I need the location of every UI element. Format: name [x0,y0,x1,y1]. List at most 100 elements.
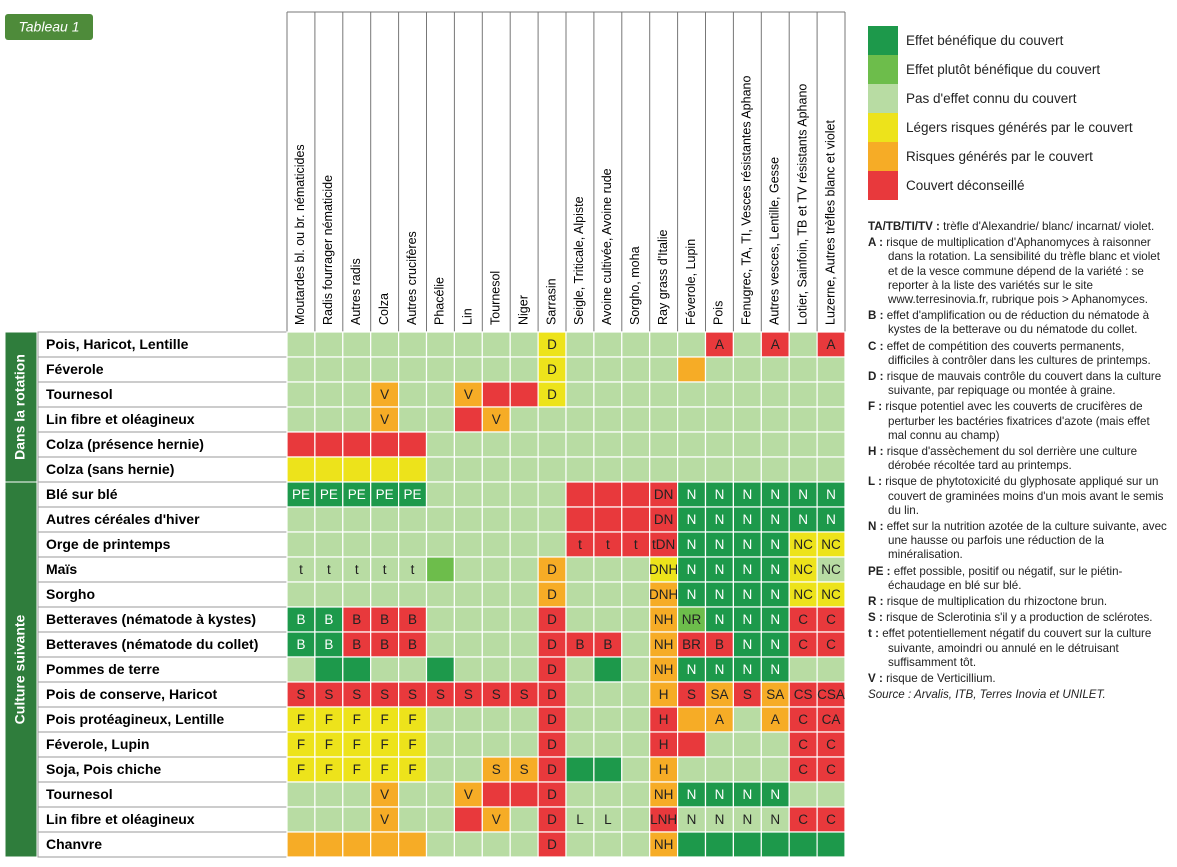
cell [425,756,455,783]
cell-code: N [742,662,752,677]
cell [732,831,762,858]
cell [732,706,762,733]
cell [425,831,455,858]
cell [481,681,511,708]
note-text: risque de multiplication du rhizoctone b… [886,595,1108,609]
cell-code: PE [320,487,338,502]
cell [425,531,455,558]
cell-code: B [352,612,361,627]
column-header: Autres crucifères [405,231,419,325]
cell [453,581,483,608]
cell [425,406,455,433]
note-text: risque de Sclerotinia s'il y a productio… [886,611,1153,625]
cell [509,531,539,558]
cell [509,581,539,608]
cell [453,631,483,658]
cell-code: B [603,637,612,652]
row-label: Féverole, Lupin [46,736,149,752]
cell [649,831,679,858]
cell-code: t [634,537,638,552]
cell [816,356,846,383]
cell [509,806,539,833]
column-header: Phacélie [433,277,447,325]
cell-code: S [520,687,529,702]
column-header: Pois [712,301,726,325]
cell [370,381,400,408]
cell [509,706,539,733]
row-label: Colza (présence hernie) [46,436,204,452]
cell [370,331,400,358]
cell [593,431,623,458]
row-label-cell [37,356,288,383]
cell [565,681,595,708]
cell [286,456,316,483]
cell [593,606,623,633]
note: S : risque de Sclerotinia s'il y a produ… [868,611,1168,625]
column-header: Luzerne, Autres trèfles blanc et violet [823,119,837,325]
cell-code: S [520,762,529,777]
cell-code: t [299,562,303,577]
cell [565,456,595,483]
cell [342,531,372,558]
cell-code: S [687,687,696,702]
cell-code: B [715,637,724,652]
cell [453,656,483,683]
cell [732,406,762,433]
cell [537,581,567,608]
cell [425,381,455,408]
cell-code: V [492,812,501,827]
cell [704,681,734,708]
cell [398,581,428,608]
row-label: Betteraves (nématode du collet) [46,636,258,652]
cell [816,831,846,858]
note-key: A : [868,236,884,250]
cell [509,381,539,408]
cell [788,331,818,358]
row-label-cell [37,831,288,858]
cell [286,781,316,808]
title: Tableau 1 [19,19,80,35]
cell [593,781,623,808]
cell [621,731,651,758]
column-header: Colza [377,293,391,325]
cell [732,381,762,408]
note-text: risque de mauvais contrôle du couvert da… [886,370,1162,398]
column-header: Autres radis [349,258,363,325]
cell [481,581,511,608]
row-label: Tournesol [46,386,113,402]
cell-code: D [547,662,557,677]
cell-code: N [826,512,836,527]
cell-code: NC [821,562,841,577]
cell-code: F [325,762,333,777]
cell [314,781,344,808]
cell [370,831,400,858]
cell [704,556,734,583]
cell [453,606,483,633]
cell [342,756,372,783]
cell-code: D [547,687,557,702]
cell [481,606,511,633]
cell [816,681,846,708]
cell-code: N [798,512,808,527]
cell [342,806,372,833]
cell [370,631,400,658]
cell [816,781,846,808]
title-badge [5,14,93,40]
cell [621,631,651,658]
cell [425,656,455,683]
cell [621,656,651,683]
cell [425,606,455,633]
cell [593,681,623,708]
legend-swatch [868,25,898,56]
note-text: risque potentiel avec les couverts de cr… [885,400,1150,442]
cell [621,581,651,608]
column-header: Fenugrec, TA, TI, Vesces résistantes Aph… [740,76,754,325]
cell-code: DNH [649,587,678,602]
cell [760,706,790,733]
side-panel: Effet bénéfique du couvert Effet plutôt b… [868,25,1168,701]
cell [621,431,651,458]
cell [788,606,818,633]
group-cell [4,481,38,858]
cell [481,631,511,658]
cell [286,331,316,358]
